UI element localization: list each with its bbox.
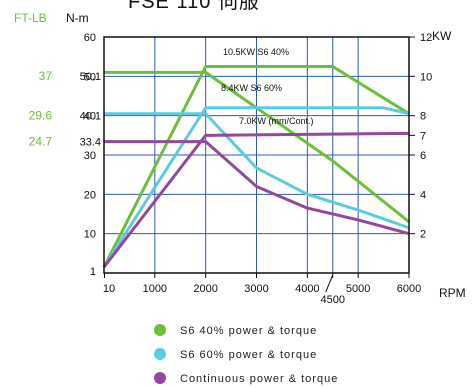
legend: S6 40% power & torque S6 60% power & tor… [154, 324, 338, 385]
x-tick-label: 10 [103, 283, 115, 295]
y-left-tick-label: 40.1 [80, 110, 101, 122]
y-left-unit: N-m [66, 11, 89, 25]
legend-entry: S6 60% power & torque [154, 348, 317, 361]
y-right-tick-label: 2 [420, 229, 426, 241]
x-tick-label: 4500 [321, 294, 345, 306]
y-right-tick-label: 10 [420, 71, 432, 83]
y-left-tick-label: 20 [84, 189, 96, 201]
legend-marker [154, 372, 166, 384]
annotation-continuous: 7.0KW (mm/Cont.) [239, 116, 314, 126]
y-right-tick-label: 4 [420, 189, 426, 201]
x-tick-label: 5000 [346, 283, 370, 295]
series-torque-line [104, 70, 410, 224]
y-right-tick-label: 8 [420, 111, 426, 123]
x-tick-label: 2000 [193, 283, 217, 295]
x-tick-label: 3000 [244, 283, 268, 295]
y-left-tick-label: 33.4 [80, 137, 101, 149]
annotation-s6-60: 8.4KW S6 60% [221, 83, 282, 93]
legend-entry: Continuous power & torque [154, 372, 338, 385]
y-left-ftlb-label: 24.7 [29, 135, 53, 149]
x-tick-label: 6000 [397, 283, 421, 295]
legend-marker [154, 324, 166, 336]
y-left-tick-label: 60 [84, 32, 96, 44]
series-power-line [102, 106, 410, 268]
series-power-line [102, 131, 410, 269]
leader-4500 [325, 274, 334, 293]
y-left-tick-label: 10 [84, 229, 96, 241]
legend-label: S6 60% power & torque [180, 349, 317, 361]
y-left-tick-label: 30 [84, 150, 96, 162]
x-axis-unit: RPM [439, 286, 466, 300]
y-left-tick-label: 50.1 [80, 71, 101, 83]
legend-entry: S6 40% power & torque [154, 324, 317, 337]
grid [104, 37, 409, 273]
series-lines [102, 65, 410, 269]
y-left-ftlb-label: 29.6 [29, 108, 53, 122]
annotation-s6-40: 10.5KW S6 40% [223, 47, 289, 57]
x-tick-label: 1000 [143, 283, 167, 295]
series-power-line [102, 65, 410, 268]
y-left-tick-label: 40 [84, 111, 96, 123]
y-left-tick-label: 50 [84, 71, 96, 83]
y-right-unit: KW [432, 29, 452, 43]
series-torque-line [104, 140, 410, 236]
legend-marker [154, 348, 166, 360]
series-torque-line [104, 112, 410, 230]
y-left-ftlb-label: 37 [39, 69, 53, 83]
chart-title: FSE 110 伺服 [128, 0, 260, 13]
legend-label: S6 40% power & torque [180, 325, 317, 337]
y-right-tick-label: 12 [420, 32, 432, 44]
y-left-ftlb-unit: FT-LB [14, 11, 47, 25]
y-right-tick-label: 6 [420, 150, 426, 162]
y-right-tick-label: 7 [420, 130, 426, 142]
legend-label: Continuous power & torque [180, 373, 338, 385]
x-tick-label: 4000 [295, 283, 319, 295]
y-left-tick-label: 1 [90, 266, 96, 278]
